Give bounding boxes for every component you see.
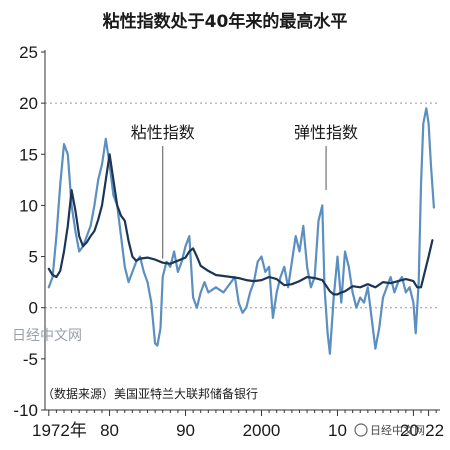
y-tick-label: 5 — [29, 248, 38, 267]
watermark-left: 日经中文网 — [12, 328, 82, 344]
y-tick-label: 10 — [19, 196, 38, 215]
series-line-sticky — [47, 153, 434, 296]
annotations: 粘性指数 弹性指数 — [131, 123, 358, 259]
y-tick-label: -5 — [23, 350, 38, 369]
x-tick-label: 90 — [176, 421, 195, 440]
source-note: （数据来源）美国亚特兰大联邦储备银行 — [42, 386, 258, 401]
y-axis-ticks: -10 -5 0 5 10 15 20 25 — [13, 43, 45, 420]
grid-lines — [45, 102, 440, 309]
x-axis-ticks: 1972年 80 90 2000 10 20 22 — [32, 410, 444, 440]
watermark-icon — [354, 423, 368, 437]
watermark-right: 日经中文网 — [354, 423, 425, 437]
x-tick-label: 80 — [100, 421, 119, 440]
watermark-right-text: 日经中文网 — [370, 423, 425, 437]
axes — [44, 50, 440, 411]
y-tick-label: 0 — [29, 299, 38, 318]
y-tick-label: 25 — [19, 43, 38, 62]
x-tick-label: 20 — [400, 421, 419, 440]
y-tick-label: -10 — [13, 401, 38, 420]
chart-title: 粘性指数处于40年来的最高水平 — [103, 11, 348, 32]
x-tick-label: 1972年 — [32, 421, 87, 440]
x-tick-label: 10 — [328, 421, 347, 440]
x-tick-label: 2000 — [243, 421, 281, 440]
y-tick-label: 20 — [19, 94, 38, 113]
series-line-flexible — [47, 107, 435, 355]
x-tick-label: 22 — [425, 421, 444, 440]
annotation-label: 弹性指数 — [294, 123, 358, 142]
series-group — [47, 107, 435, 355]
y-tick-label: 15 — [19, 145, 38, 164]
annotation-label: 粘性指数 — [131, 123, 195, 142]
